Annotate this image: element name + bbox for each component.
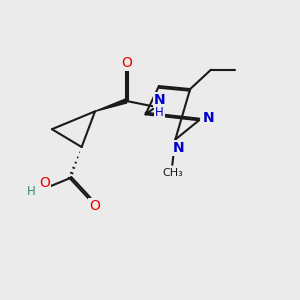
- Text: CH₃: CH₃: [162, 168, 183, 178]
- Polygon shape: [95, 99, 127, 111]
- Text: O: O: [39, 176, 50, 190]
- Text: H: H: [155, 106, 164, 119]
- Text: N: N: [172, 141, 184, 154]
- Text: N: N: [203, 111, 214, 125]
- Text: O: O: [89, 200, 100, 214]
- Text: N: N: [154, 93, 165, 107]
- Text: O: O: [121, 56, 132, 70]
- Text: H: H: [27, 184, 35, 197]
